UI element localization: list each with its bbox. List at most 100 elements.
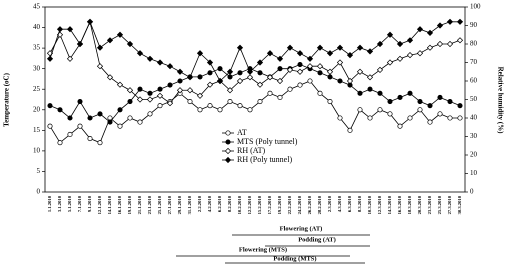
marker bbox=[436, 40, 444, 48]
marker bbox=[137, 86, 143, 92]
marker bbox=[67, 131, 73, 137]
marker bbox=[256, 59, 264, 66]
x-tick-label: 31.1.2010 bbox=[187, 195, 192, 214]
marker bbox=[386, 59, 394, 66]
x-tick-label: 12.3.2010 bbox=[377, 195, 382, 214]
marker bbox=[67, 115, 73, 121]
marker bbox=[225, 139, 231, 145]
x-tick-label: 14.3.2010 bbox=[387, 195, 392, 214]
marker bbox=[47, 123, 53, 129]
marker bbox=[217, 66, 223, 72]
y-tick-label: 20 bbox=[33, 105, 41, 113]
marker bbox=[87, 136, 93, 142]
marker bbox=[446, 18, 454, 25]
y2-tick-label: 50 bbox=[470, 95, 478, 103]
marker bbox=[116, 31, 124, 38]
y-tick-label: 25 bbox=[33, 85, 41, 93]
marker bbox=[357, 90, 363, 96]
marker bbox=[156, 92, 164, 99]
marker bbox=[246, 68, 254, 75]
marker bbox=[127, 99, 133, 105]
marker bbox=[326, 68, 334, 75]
legend-label: RH (AT) bbox=[237, 146, 266, 155]
x-tick-label: 12.1.2010 bbox=[97, 195, 102, 214]
marker bbox=[286, 44, 294, 51]
marker bbox=[57, 140, 63, 146]
marker bbox=[427, 103, 433, 109]
marker bbox=[306, 55, 314, 62]
x-tick-label: 30.3.2010 bbox=[457, 195, 462, 214]
annotation: Podding (AT) bbox=[298, 236, 336, 243]
marker bbox=[457, 115, 463, 121]
marker bbox=[437, 111, 443, 117]
marker bbox=[86, 18, 94, 25]
marker bbox=[416, 50, 424, 57]
x-tick-label: 5.1.2010 bbox=[67, 195, 72, 212]
marker bbox=[417, 99, 423, 105]
marker bbox=[316, 44, 324, 51]
marker bbox=[186, 74, 194, 81]
marker bbox=[156, 59, 164, 66]
x-tick-label: 9.1.2010 bbox=[87, 195, 92, 212]
marker bbox=[117, 123, 123, 129]
x-tick-label: 16.1.2010 bbox=[117, 195, 122, 214]
marker bbox=[326, 50, 334, 57]
marker bbox=[266, 50, 274, 57]
marker bbox=[147, 111, 153, 117]
x-tick-label: 23.1.2010 bbox=[147, 195, 152, 214]
marker bbox=[46, 55, 54, 62]
marker bbox=[356, 44, 364, 51]
marker bbox=[276, 77, 284, 85]
x-tick-label: 6.2.2010 bbox=[217, 195, 222, 212]
marker bbox=[77, 123, 83, 129]
marker bbox=[47, 103, 53, 109]
y-tick-label: 5 bbox=[37, 167, 41, 175]
marker bbox=[317, 90, 323, 96]
x-tick-label: 2.3.2010 bbox=[327, 195, 332, 212]
x-tick-label: 18.3.2010 bbox=[407, 195, 412, 214]
marker bbox=[186, 87, 194, 94]
marker bbox=[217, 107, 223, 113]
y2-tick-label: 10 bbox=[470, 169, 478, 177]
marker bbox=[216, 77, 224, 85]
x-tick-label: 4.3.2010 bbox=[337, 195, 342, 212]
marker bbox=[157, 103, 163, 109]
marker bbox=[337, 78, 343, 84]
marker bbox=[347, 127, 353, 133]
marker bbox=[187, 99, 193, 105]
marker bbox=[76, 40, 84, 48]
marker bbox=[357, 107, 363, 113]
marker bbox=[306, 63, 314, 70]
series bbox=[46, 18, 464, 85]
marker bbox=[376, 40, 384, 48]
x-tick-label: 23.3.2010 bbox=[427, 195, 432, 214]
marker bbox=[426, 29, 434, 36]
x-tick-label: 27.3.2010 bbox=[447, 195, 452, 214]
marker bbox=[427, 119, 433, 125]
marker bbox=[237, 70, 243, 76]
marker bbox=[56, 26, 64, 33]
marker bbox=[227, 99, 233, 105]
marker bbox=[116, 81, 124, 88]
marker bbox=[246, 74, 254, 81]
marker bbox=[96, 63, 104, 70]
y-tick-label: 40 bbox=[33, 23, 41, 31]
x-tick-label: 8.2.2010 bbox=[227, 195, 232, 212]
y-tick-label: 10 bbox=[33, 146, 41, 154]
x-tick-label: 14.1.2010 bbox=[107, 195, 112, 214]
x-tick-label: 16.3.2010 bbox=[397, 195, 402, 214]
y-tick-label: 45 bbox=[33, 3, 41, 11]
x-tick-label: 27.1.2010 bbox=[167, 195, 172, 214]
marker bbox=[377, 107, 383, 113]
marker bbox=[456, 37, 464, 44]
marker bbox=[207, 70, 213, 76]
marker bbox=[117, 107, 123, 113]
x-tick-label: 4.2.2010 bbox=[207, 195, 212, 212]
marker bbox=[367, 115, 373, 121]
marker bbox=[146, 55, 154, 62]
series bbox=[46, 18, 464, 107]
marker bbox=[327, 99, 333, 105]
marker bbox=[286, 66, 294, 73]
x-tick-label: 10.2.2010 bbox=[237, 195, 242, 214]
